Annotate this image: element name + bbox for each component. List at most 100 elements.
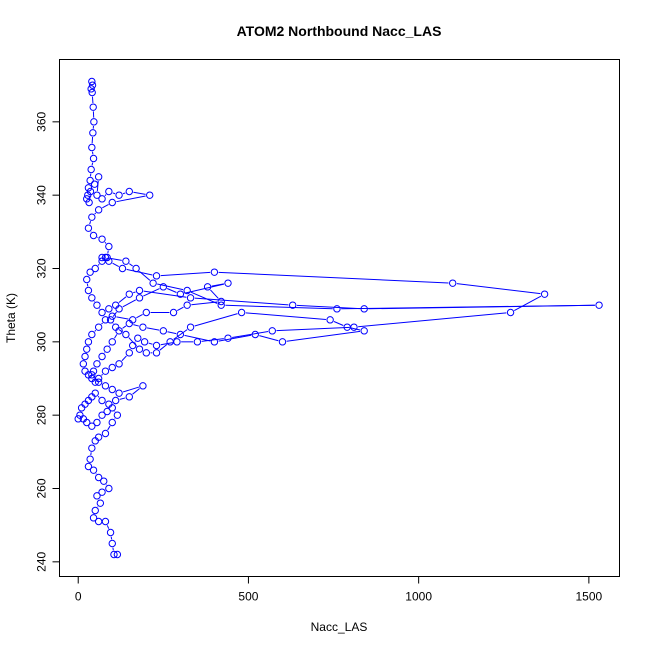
- series-segment: [514, 295, 542, 311]
- data-point: [159, 283, 168, 291]
- series-segment: [122, 386, 140, 393]
- series-segment: [94, 329, 97, 332]
- data-point: [224, 334, 232, 342]
- series-segment: [138, 270, 151, 281]
- series-segment: [122, 325, 127, 329]
- data-point: [210, 338, 219, 346]
- series-segment: [119, 397, 126, 400]
- series-segment: [201, 338, 224, 342]
- series-segment: [276, 326, 350, 332]
- data-point: [176, 330, 185, 339]
- data-point: [149, 279, 157, 287]
- data-point: [343, 323, 351, 331]
- data-point: [101, 367, 110, 375]
- data-point: [125, 187, 133, 196]
- data-point: [101, 382, 110, 390]
- data-point: [90, 180, 99, 188]
- series-segment: [107, 425, 111, 431]
- data-point: [93, 418, 101, 427]
- data-point: [288, 301, 297, 309]
- data-point: [115, 389, 123, 397]
- data-point: [110, 550, 118, 559]
- data-point: [108, 404, 116, 412]
- y-axis: 240 260 280 300 320 340 360: [35, 112, 60, 572]
- plot-frame: [59, 59, 620, 577]
- data-point: [100, 477, 108, 485]
- data-point: [98, 235, 106, 243]
- data-point: [85, 198, 93, 207]
- series-segment: [91, 162, 94, 166]
- data-point: [326, 316, 334, 324]
- data-point: [88, 422, 96, 430]
- series-segment: [148, 342, 153, 345]
- series-segment: [136, 314, 143, 319]
- data-point: [108, 539, 116, 548]
- series-segment: [177, 306, 184, 311]
- data-point: [108, 418, 116, 427]
- data-point: [139, 323, 147, 331]
- data-point: [84, 184, 93, 192]
- data-point: [84, 224, 93, 232]
- data-point: [89, 514, 98, 522]
- data-point: [105, 187, 113, 196]
- data-point: [115, 305, 123, 313]
- data-point: [91, 264, 99, 273]
- data-point: [74, 415, 82, 423]
- data-point: [93, 191, 101, 199]
- data-point: [83, 345, 91, 353]
- data-point: [193, 338, 202, 346]
- data-point: [86, 455, 94, 463]
- series-segment: [218, 271, 449, 284]
- data-point: [84, 338, 93, 346]
- data-point: [186, 323, 195, 331]
- data-point: [108, 385, 116, 394]
- x-tick-label: 0: [75, 590, 82, 604]
- data-point: [83, 275, 91, 284]
- data-point: [98, 308, 106, 317]
- data-point: [89, 367, 98, 375]
- data-point: [94, 517, 103, 526]
- series-segment: [210, 289, 219, 299]
- data-point: [210, 268, 219, 276]
- data-point: [360, 327, 368, 335]
- data-point: [106, 316, 115, 324]
- series-segment: [351, 327, 361, 331]
- x-tick-label: 500: [238, 590, 258, 604]
- data-point: [87, 165, 95, 174]
- data-point: [88, 81, 97, 89]
- data-point: [105, 242, 113, 251]
- data-point: [88, 77, 96, 86]
- data-point: [113, 411, 122, 419]
- data-point: [113, 550, 122, 559]
- series-segment: [157, 283, 184, 291]
- data-point: [152, 341, 161, 350]
- data-point: [350, 323, 358, 331]
- data-point: [98, 253, 106, 262]
- series-segment: [101, 322, 103, 325]
- data-point: [93, 360, 101, 368]
- series-segment: [159, 344, 168, 351]
- data-point: [152, 349, 161, 357]
- series-segment: [296, 304, 361, 310]
- data-point: [93, 492, 101, 500]
- data-point: [135, 345, 144, 353]
- data-point: [89, 154, 98, 163]
- series-segment: [232, 331, 269, 338]
- data-point: [224, 279, 232, 287]
- data-point: [103, 407, 111, 416]
- data-point: [108, 338, 116, 346]
- x-tick-label: 1500: [576, 590, 603, 604]
- data-point: [125, 393, 133, 401]
- data-point: [89, 103, 97, 111]
- data-point: [251, 330, 259, 339]
- series-segment: [109, 257, 122, 261]
- data-point: [142, 349, 151, 357]
- data-point: [81, 352, 89, 361]
- series-segment: [456, 283, 541, 295]
- series-segment: [122, 299, 137, 308]
- data-point: [217, 297, 225, 306]
- data-point: [506, 308, 515, 317]
- data-point: [89, 466, 98, 474]
- series-segment: [160, 271, 211, 277]
